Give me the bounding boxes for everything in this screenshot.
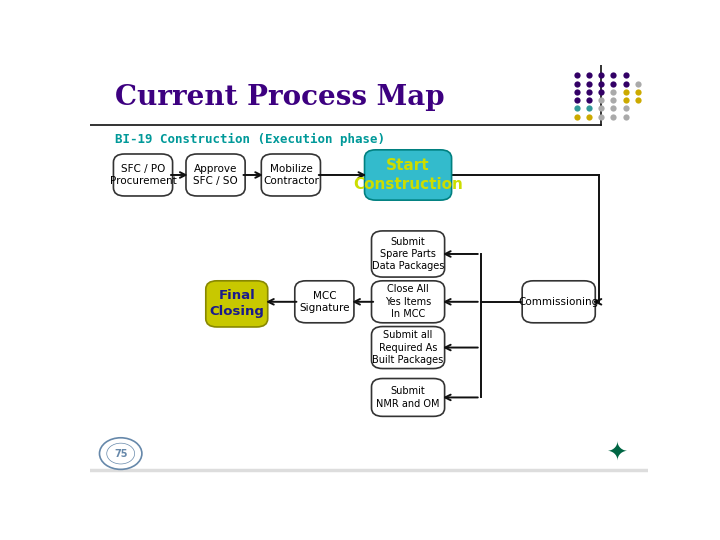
- Text: BI-19 Construction (Execution phase): BI-19 Construction (Execution phase): [115, 133, 385, 146]
- Text: ✦: ✦: [607, 442, 628, 465]
- Text: Commissioning: Commissioning: [518, 297, 599, 307]
- FancyBboxPatch shape: [114, 154, 173, 196]
- Text: MCC
Signature: MCC Signature: [299, 291, 350, 313]
- FancyBboxPatch shape: [261, 154, 320, 196]
- FancyBboxPatch shape: [372, 281, 445, 323]
- Text: SFC / PO
Procurement: SFC / PO Procurement: [109, 164, 176, 186]
- Text: Close All
Yes Items
In MCC: Close All Yes Items In MCC: [385, 285, 431, 319]
- Text: Current Process Map: Current Process Map: [115, 84, 445, 111]
- Text: Submit
Spare Parts
Data Packages: Submit Spare Parts Data Packages: [372, 237, 444, 272]
- FancyBboxPatch shape: [372, 327, 445, 368]
- Text: Approve
SFC / SO: Approve SFC / SO: [193, 164, 238, 186]
- FancyBboxPatch shape: [372, 379, 445, 416]
- Text: 75: 75: [114, 449, 127, 458]
- FancyBboxPatch shape: [372, 231, 445, 277]
- FancyBboxPatch shape: [186, 154, 245, 196]
- Text: Submit
NMR and OM: Submit NMR and OM: [377, 386, 440, 409]
- FancyBboxPatch shape: [522, 281, 595, 323]
- Text: Mobilize
Contractor: Mobilize Contractor: [263, 164, 319, 186]
- Text: Start
Construction: Start Construction: [353, 158, 463, 192]
- FancyBboxPatch shape: [294, 281, 354, 323]
- FancyBboxPatch shape: [364, 150, 451, 200]
- Text: Submit all
Required As
Built Packages: Submit all Required As Built Packages: [372, 330, 444, 365]
- Text: Final
Closing: Final Closing: [210, 289, 264, 319]
- FancyBboxPatch shape: [206, 281, 268, 327]
